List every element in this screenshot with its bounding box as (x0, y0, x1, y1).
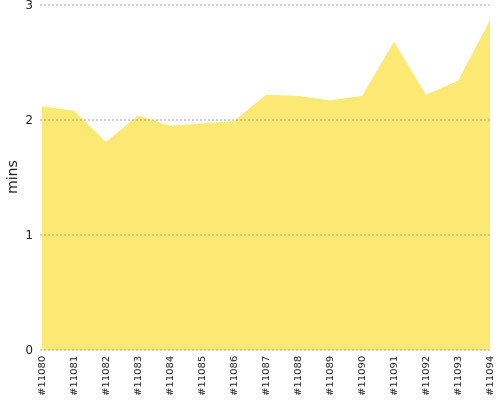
x-tick-label: #11085 (197, 356, 208, 396)
x-tick-label: #11084 (165, 356, 176, 396)
x-tick-label: #11094 (485, 356, 496, 396)
x-tick-label: #11092 (421, 356, 432, 396)
x-tick-label: #11083 (133, 356, 144, 396)
x-tick-label: #11090 (357, 356, 368, 396)
x-tick-label: #11088 (293, 356, 304, 396)
x-tick-label: #11082 (101, 356, 112, 396)
x-tick-label: #11091 (389, 356, 400, 396)
y-tick-label: 1 (25, 228, 33, 242)
x-tick-label: #11081 (69, 356, 80, 396)
area (42, 19, 490, 350)
y-tick-label: 0 (25, 343, 33, 357)
y-tick-label: 3 (25, 0, 33, 12)
x-tick-label: #11093 (453, 356, 464, 396)
x-tick-label: #11080 (37, 356, 48, 396)
x-tick-label: #11086 (229, 356, 240, 396)
y-tick-label: 2 (25, 113, 33, 127)
y-axis-label: mins (5, 160, 21, 194)
x-tick-label: #11087 (261, 356, 272, 396)
x-tick-label: #11089 (325, 356, 336, 396)
